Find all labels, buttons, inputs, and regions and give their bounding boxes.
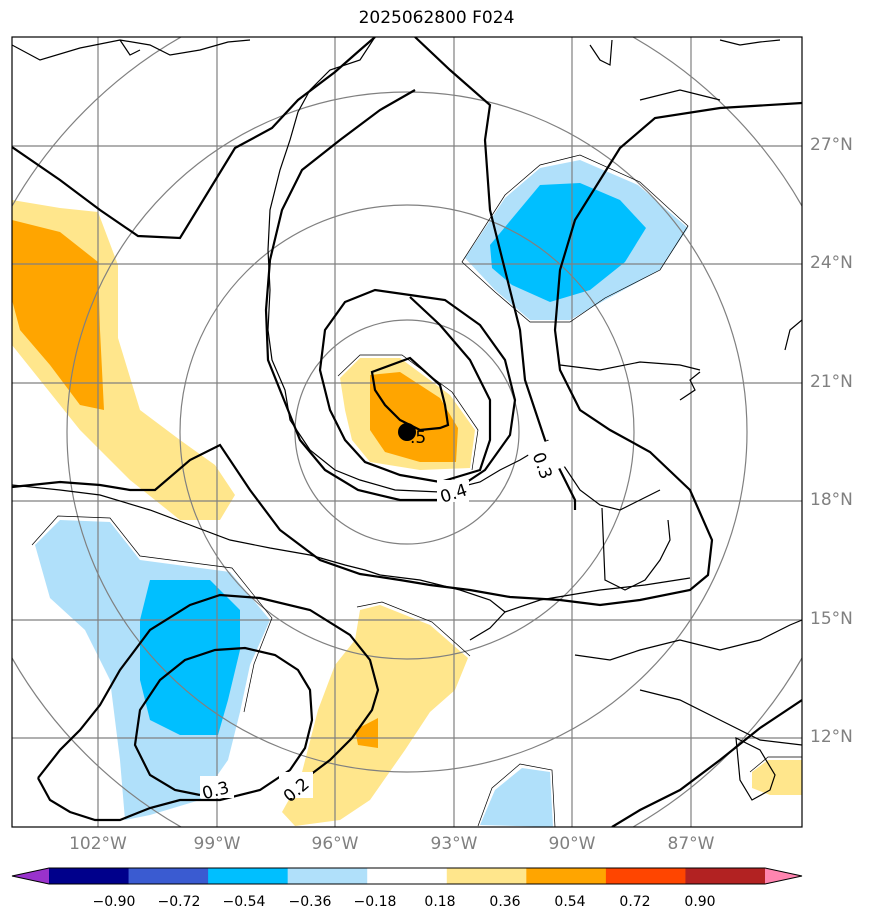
lon-label-93w: 93°W — [430, 834, 478, 854]
colorbar-tick-label: −0.90 — [92, 894, 136, 910]
colorbar-tick-label: 0.54 — [554, 894, 586, 910]
lon-label-96w: 96°W — [311, 834, 359, 854]
lon-label-99w: 99°W — [193, 834, 241, 854]
lat-label-18n: 18°N — [810, 490, 853, 510]
colorbar-tick-label: 0.90 — [684, 894, 716, 910]
colorbar-segment — [685, 868, 766, 884]
shaded-field — [12, 160, 802, 827]
coastlines — [12, 37, 802, 801]
colorbar-extend-low — [12, 868, 49, 884]
storm-center-dot — [398, 423, 416, 441]
colorbar-segment — [605, 868, 686, 884]
contour-label-0-5: .5 — [410, 428, 426, 448]
colorbar-tick-label: −0.36 — [288, 894, 332, 910]
colorbar-tick-label: −0.54 — [222, 894, 266, 910]
colorbar-segment — [287, 868, 368, 884]
colorbar — [11, 867, 803, 885]
colorbar-tick-label: −0.18 — [353, 894, 397, 910]
map-frame — [11, 36, 803, 828]
colorbar-segment — [367, 868, 448, 884]
lat-label-24n: 24°N — [810, 253, 853, 273]
colorbar-segment — [446, 868, 527, 884]
colorbar-tick-label: −0.72 — [157, 894, 201, 910]
colorbar-tick-label: 0.72 — [619, 894, 651, 910]
lat-label-15n: 15°N — [810, 609, 853, 629]
lon-label-102w: 102°W — [69, 834, 127, 854]
thick-contours — [12, 37, 802, 827]
lat-label-21n: 21°N — [810, 372, 853, 392]
lon-label-87w: 87°W — [667, 834, 715, 854]
lat-label-27n: 27°N — [810, 135, 853, 155]
range-rings — [12, 37, 802, 827]
map-title: 2025062800 F024 — [358, 8, 515, 28]
colorbar-segment — [526, 868, 607, 884]
lon-label-90w: 90°W — [548, 834, 596, 854]
colorbar-segment — [128, 868, 209, 884]
colorbar-tick-label: 0.18 — [424, 894, 456, 910]
colorbar-extend-high — [765, 868, 802, 884]
colorbar-segment — [49, 868, 130, 884]
colorbar-outline — [11, 867, 803, 885]
lat-label-12n: 12°N — [810, 727, 853, 747]
colorbar-segment — [208, 868, 289, 884]
colorbar-tick-label: 0.36 — [489, 894, 521, 910]
